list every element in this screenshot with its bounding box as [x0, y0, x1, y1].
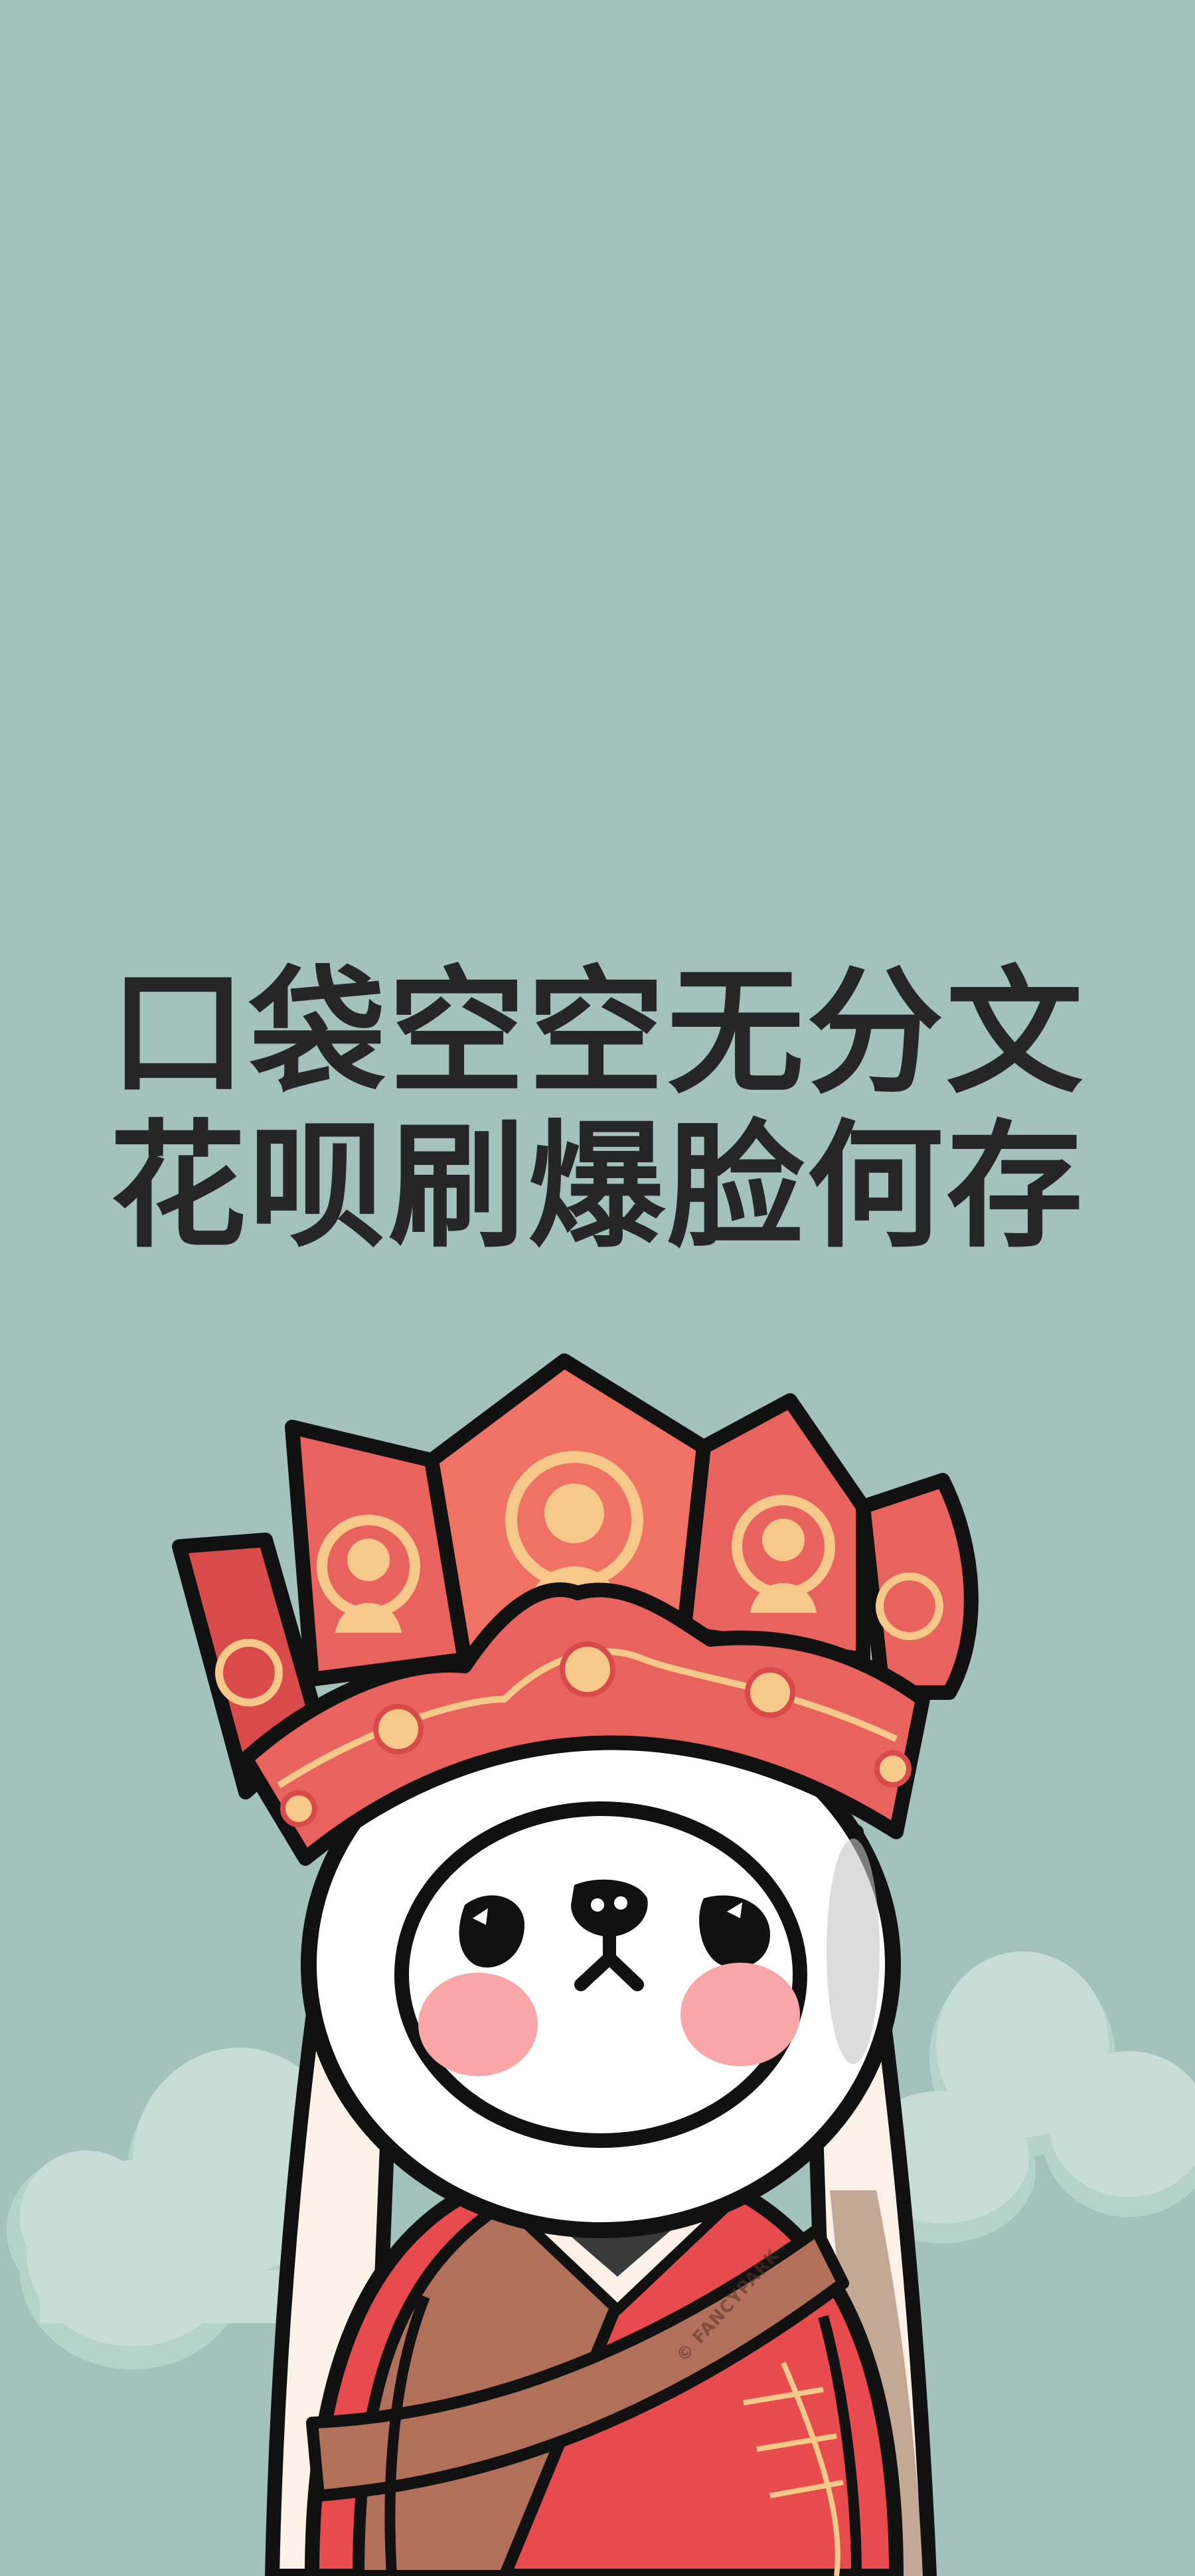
- panda-head-icon: [301, 1691, 901, 2238]
- right-eye-icon: [699, 1895, 770, 1968]
- caption: 口袋空空无分文 花呗刷爆脸何存: [0, 956, 1195, 1264]
- caption-line-1: 口袋空空无分文: [109, 953, 1085, 1112]
- crown-icon: [172, 1353, 979, 1866]
- mouth-icon: [574, 1930, 644, 1991]
- left-eye-icon: [459, 1895, 524, 1968]
- nose-icon: [571, 1879, 648, 1937]
- caption-line-2: 花呗刷爆脸何存: [109, 1107, 1085, 1266]
- right-cheek-icon: [680, 1963, 800, 2066]
- left-cheek-icon: [418, 1973, 538, 2076]
